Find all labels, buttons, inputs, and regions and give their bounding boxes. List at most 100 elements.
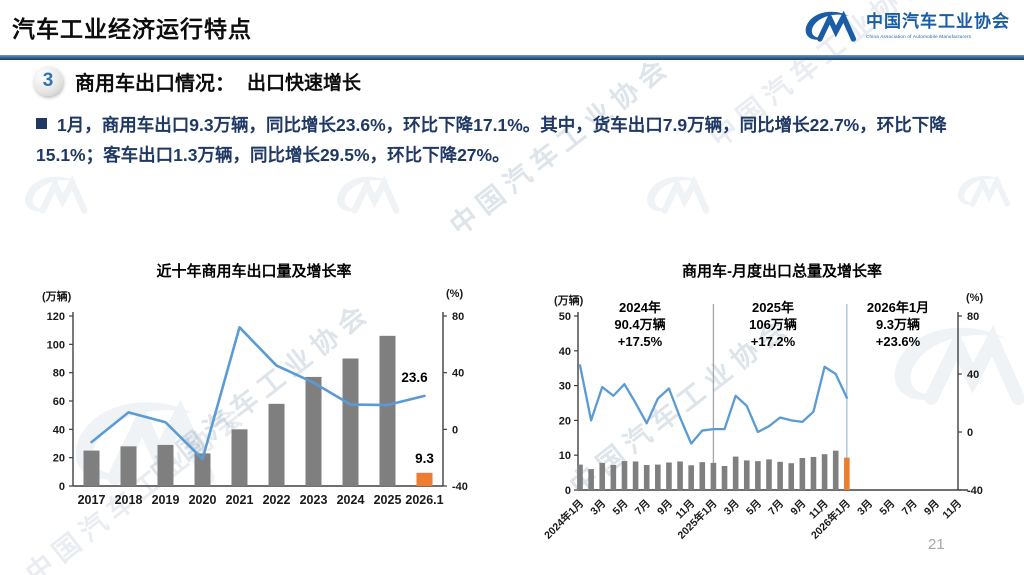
x-axis-label: 2024 [337, 493, 365, 507]
x-axis-label: 2026.1 [405, 493, 443, 507]
bar-2025 [379, 335, 396, 486]
x-axis-label: 3月 [588, 498, 608, 518]
watermark-cm-logo [330, 172, 402, 222]
axis-tick-label: 10 [559, 450, 571, 462]
monthly-bar [799, 457, 806, 490]
bar-2024 [342, 358, 359, 486]
monthly-bar [577, 464, 583, 490]
bar-2021 [231, 429, 248, 486]
bar-2018 [120, 446, 137, 486]
x-axis-label: 7月 [766, 498, 786, 518]
x-axis-label: 9月 [922, 498, 942, 518]
bar-2019 [157, 444, 174, 486]
data-point-label: 9.3 [415, 451, 434, 466]
x-axis-label: 2025 [374, 493, 402, 507]
header-divider [0, 55, 1024, 60]
x-axis-label: 2018 [115, 493, 143, 507]
chart-annotation-1: 2024年 90.4万辆 +17.5% [614, 300, 666, 349]
axis-tick-label: 80 [53, 368, 65, 380]
page-number: 21 [928, 536, 945, 553]
x-axis-label: 9月 [655, 498, 675, 518]
monthly-bar [732, 456, 739, 490]
data-point-label: 23.6 [401, 370, 428, 385]
export-trend-chart: 近十年商用车出口量及增长率 (万辆) (%) 0 20 40 60 80 100 120 -4… [38, 256, 470, 556]
monthly-bar [743, 460, 750, 490]
axis-tick-label: 80 [967, 311, 979, 323]
x-axis-label: 3月 [855, 498, 875, 518]
x-axis-label: 2023 [300, 493, 328, 507]
x-axis-label: 7月 [633, 498, 653, 518]
monthly-export-chart: 商用车-月度出口总量及增长率 (万辆) (%) 0 10 20 30 40 50 -40 0 4… [540, 256, 1024, 572]
monthly-bar [621, 461, 628, 490]
x-axis-label: 9月 [788, 498, 808, 518]
bar-2017 [83, 450, 100, 486]
org-name-en: China Association of Automobile Manufact… [866, 33, 972, 39]
summary-bullet: 1月，商用车出口9.3万辆，同比增长23.6%，环比下降17.1%。其中，货车出… [36, 110, 992, 170]
bar-2026-jan-highlight [844, 457, 850, 490]
axis-tick-label: 40 [452, 368, 464, 380]
chart-title: 近十年商用车出口量及增长率 [156, 263, 352, 280]
axis-tick-label: 100 [47, 339, 65, 351]
page-title: 汽车工业经济运行特点 [12, 16, 252, 42]
right-axis-unit-label: (%) [446, 288, 464, 300]
monthly-bar [777, 461, 783, 490]
monthly-bar [832, 450, 839, 490]
bar-2026-1-highlight [416, 472, 433, 486]
axis-tick-label: 120 [47, 311, 65, 323]
chart-plot-area: 0 20 40 60 80 100 120 -40 0 40 80 2017 2018 2019 2020 2… [47, 311, 468, 507]
x-axis-label: 7月 [900, 498, 920, 518]
x-axis-label: 3月 [722, 498, 742, 518]
monthly-bar [666, 462, 672, 490]
monthly-bar [632, 461, 639, 490]
monthly-bar [821, 454, 828, 490]
monthly-bar [766, 459, 772, 490]
watermark-cm-logo [952, 172, 1012, 214]
monthly-bar [599, 462, 606, 490]
monthly-bar [810, 456, 817, 490]
axis-tick-label: -40 [452, 481, 468, 493]
x-axis-label: 2021 [226, 493, 254, 507]
watermark-cm-logo [18, 172, 90, 222]
org-name-cn: 中国汽车工业协会 [866, 12, 1010, 32]
monthly-bar [710, 462, 717, 490]
axis-tick-label: 0 [59, 481, 65, 493]
left-axis-unit-label: (万辆) [554, 295, 584, 307]
monthly-bar [788, 463, 795, 490]
x-axis-label: 5月 [611, 498, 631, 518]
axis-tick-label: 0 [452, 424, 458, 436]
axis-tick-label: 30 [559, 381, 571, 393]
monthly-bar [688, 465, 694, 490]
x-axis-label: 2017 [78, 493, 106, 507]
x-axis-label: 2020 [189, 493, 217, 507]
monthly-bar [721, 465, 728, 490]
axis-tick-label: 40 [53, 424, 65, 436]
left-axis-unit-label: (万辆) [42, 291, 72, 303]
growth-line [90, 326, 426, 461]
x-axis-label: 11月 [940, 498, 964, 522]
x-axis-label: 5月 [877, 498, 897, 518]
summary-text: 1月，商用车出口9.3万辆，同比增长23.6%，环比下降17.1%。其中，货车出… [36, 115, 947, 166]
x-axis-label: 2024年1月 [541, 497, 586, 542]
monthly-bar [699, 462, 706, 490]
x-axis-label: 5月 [744, 498, 764, 518]
org-logo: 中国汽车工业协会 China Association of Automobile… [800, 8, 1010, 44]
monthly-bar [610, 464, 617, 490]
watermark-cm-logo [640, 172, 712, 222]
section-heading: 商用车出口情况： [75, 72, 235, 95]
axis-tick-label: 40 [559, 346, 571, 358]
monthly-bar [755, 461, 761, 490]
bullet-square-icon [36, 118, 47, 129]
axis-tick-label: 20 [53, 453, 65, 465]
section-heading-row: 3 商用车出口情况： 出口快速增长 [33, 66, 361, 96]
chart-title: 商用车-月度出口总量及增长率 [682, 263, 882, 280]
axis-tick-label: -40 [967, 485, 983, 497]
section-number-badge: 3 [33, 66, 63, 96]
monthly-bar [655, 464, 661, 490]
bar-2022 [268, 403, 285, 486]
axis-tick-label: 80 [452, 311, 464, 323]
axis-tick-label: 20 [559, 415, 571, 427]
section-subtitle: 出口快速增长 [247, 72, 362, 94]
axis-tick-label: 40 [967, 369, 979, 381]
